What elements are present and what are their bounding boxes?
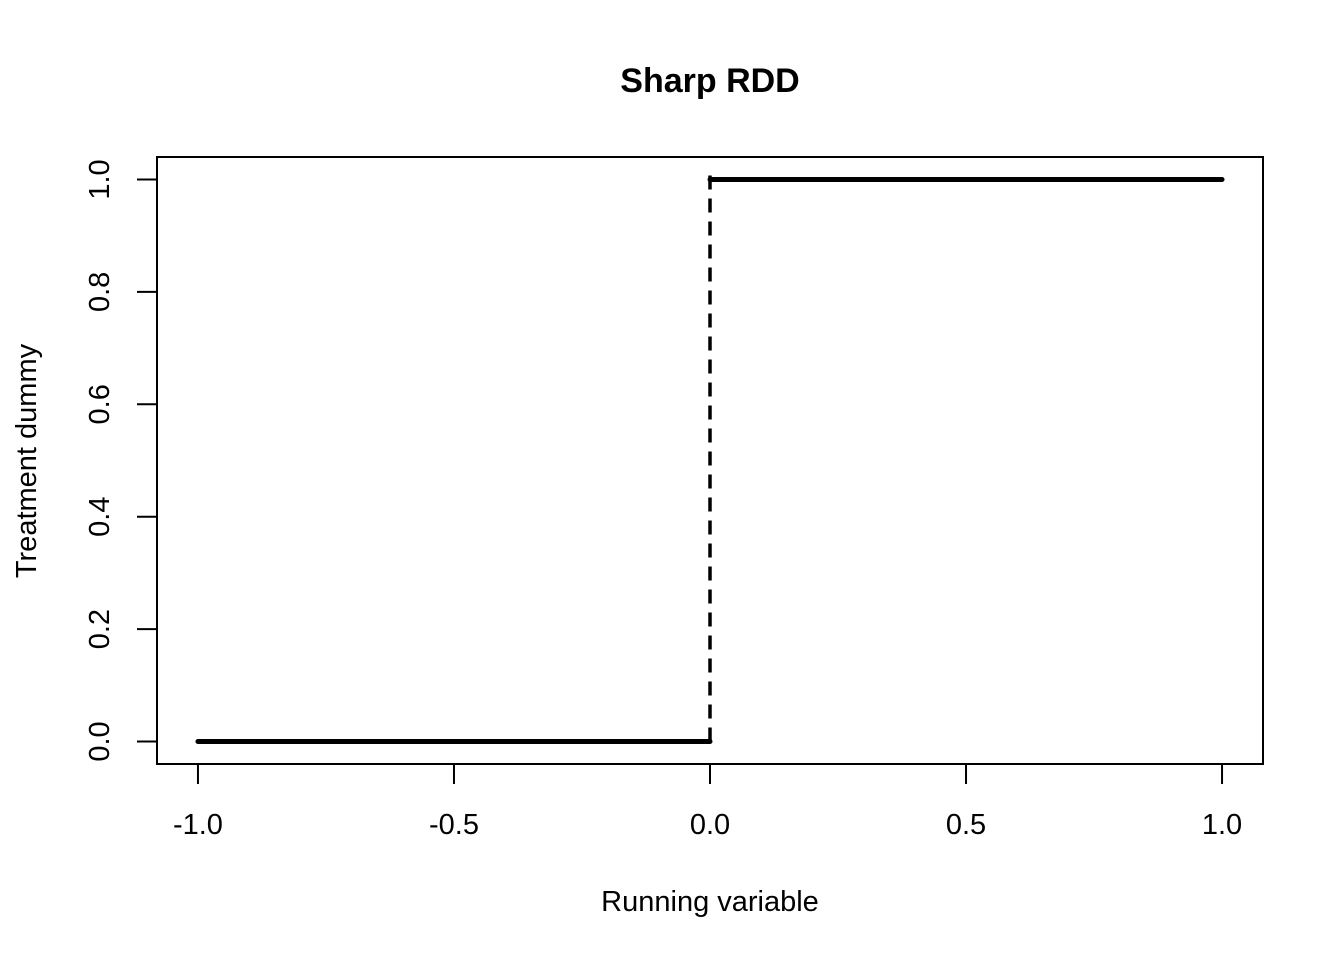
x-tick-label: -1.0 bbox=[173, 809, 223, 841]
chart-title: Sharp RDD bbox=[620, 62, 799, 100]
x-tick-label: -0.5 bbox=[429, 809, 479, 841]
y-tick-label: 0.2 bbox=[84, 609, 116, 649]
y-tick-label: 1.0 bbox=[84, 159, 116, 199]
x-axis-label: Running variable bbox=[601, 886, 819, 918]
series-layer bbox=[195, 168, 1225, 745]
x-tick-label: 0.5 bbox=[946, 809, 986, 841]
y-axis-label: Treatment dummy bbox=[11, 343, 43, 578]
y-tick-label: 0.0 bbox=[84, 721, 116, 761]
y-tick-label: 0.6 bbox=[84, 384, 116, 424]
y-axis: 0.0 0.2 0.4 0.6 0.8 1.0 bbox=[84, 159, 158, 762]
x-axis: -1.0 -0.5 0.0 0.5 1.0 bbox=[173, 763, 1242, 841]
y-tick-label: 0.8 bbox=[84, 272, 116, 312]
x-tick-label: 0.0 bbox=[690, 809, 730, 841]
x-tick-label: 1.0 bbox=[1202, 809, 1242, 841]
y-tick-label: 0.4 bbox=[84, 497, 116, 537]
